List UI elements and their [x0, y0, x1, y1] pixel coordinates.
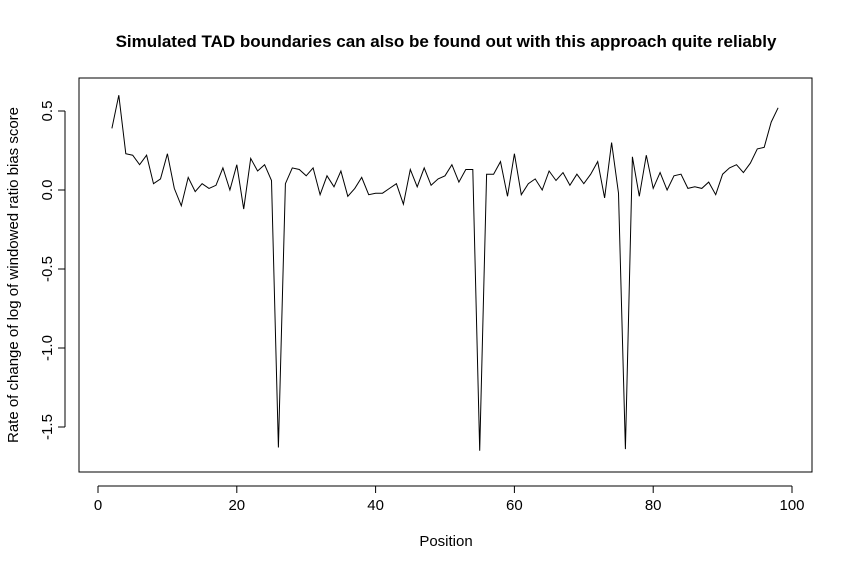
chart-title: Simulated TAD boundaries can also be fou… — [116, 32, 777, 51]
y-axis-label: Rate of change of log of windowed ratio … — [5, 107, 22, 443]
x-tick-label: 80 — [645, 497, 662, 514]
y-axis: -1.5 -1.0 -0.5 0.0 0.5 — [39, 101, 66, 440]
plot-frame — [78, 77, 813, 473]
x-axis: 0 20 40 60 80 100 — [94, 485, 805, 514]
x-tick-label: 20 — [228, 497, 245, 514]
series-line — [111, 95, 779, 451]
y-tick-label: 0.0 — [39, 180, 56, 201]
x-tick-label: 40 — [367, 497, 384, 514]
y-tick-label: -1.0 — [39, 335, 56, 361]
y-tick-label: 0.5 — [39, 101, 56, 122]
x-tick-label: 0 — [94, 497, 102, 514]
y-tick-label: -0.5 — [39, 256, 56, 282]
x-axis-label: Position — [419, 533, 472, 550]
x-tick-label: 60 — [506, 497, 523, 514]
x-tick-label: 100 — [779, 497, 804, 514]
y-tick-label: -1.5 — [39, 414, 56, 440]
series-layer — [111, 95, 779, 451]
